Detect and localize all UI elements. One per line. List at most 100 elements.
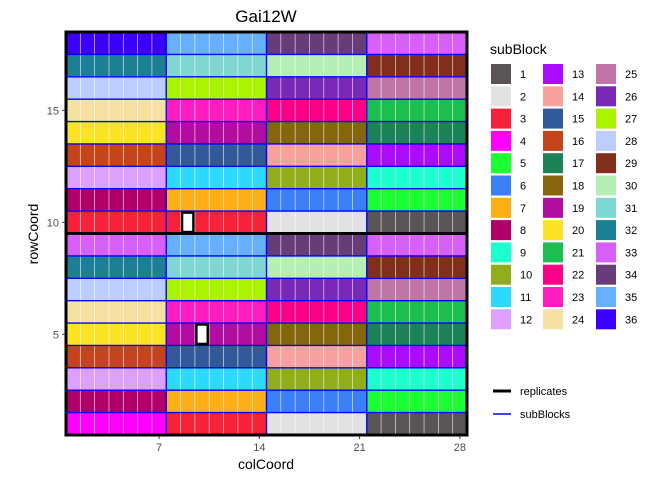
heatmap-block <box>166 32 267 55</box>
heatmap-block <box>266 278 367 301</box>
legend-swatch <box>543 108 563 129</box>
legend-title: subBlock <box>490 41 548 57</box>
legend-swatch <box>596 220 616 241</box>
legend-label: 26 <box>625 91 637 103</box>
legend-label: 5 <box>520 158 526 170</box>
legend-label: 10 <box>520 270 532 282</box>
legend-swatch <box>491 64 511 84</box>
legend-label: 8 <box>520 225 526 237</box>
heatmap-block <box>66 76 167 100</box>
legend-swatch <box>596 130 616 151</box>
y-tick-label: 10 <box>47 217 59 229</box>
heatmap-block <box>66 278 167 301</box>
legend-label: 36 <box>625 314 637 326</box>
heatmap-block <box>66 255 167 279</box>
heatmap-block <box>266 323 367 346</box>
legend-label: 22 <box>572 270 584 282</box>
legend-swatch <box>491 287 511 307</box>
heatmap-block <box>366 412 467 435</box>
legend-label: 17 <box>572 158 584 170</box>
legend-swatch <box>491 197 511 218</box>
y-axis-title: rowCoord <box>25 204 41 265</box>
legend-swatch <box>491 86 511 107</box>
heatmap-block <box>266 54 367 77</box>
legend-label: 19 <box>572 203 584 215</box>
heatmap-block <box>366 166 467 189</box>
legend-label: 34 <box>625 270 637 282</box>
x-tick-label: 14 <box>253 442 265 454</box>
legend-swatch <box>596 242 616 263</box>
heatmap-block <box>366 233 467 256</box>
x-axis-title: colCoord <box>238 456 294 472</box>
legend-label: 24 <box>572 314 584 326</box>
legend-swatch <box>543 287 563 307</box>
heatmap-block <box>166 300 267 324</box>
heatmap-block <box>166 412 267 435</box>
heatmap-block <box>366 345 467 368</box>
legend-swatch <box>543 153 563 174</box>
legend-label: 4 <box>520 136 526 148</box>
heatmap-block <box>166 121 267 144</box>
heatmap-block <box>366 76 467 100</box>
legend-label: 12 <box>520 314 532 326</box>
legend-label: 23 <box>572 292 584 304</box>
legend-label: 27 <box>625 114 637 126</box>
heatmap-block <box>166 390 267 413</box>
heatmap-block <box>266 166 367 189</box>
heatmap-block <box>66 143 167 167</box>
legend-swatch <box>596 309 616 330</box>
legend-swatch <box>491 175 511 196</box>
legend-label: 25 <box>625 69 637 81</box>
heatmap-block <box>166 367 267 391</box>
highlighted-cell <box>180 211 195 234</box>
legend-label: 29 <box>625 158 637 170</box>
heatmap-block <box>366 323 467 346</box>
replicate-frame <box>64 30 469 437</box>
heatmap-block <box>66 390 167 413</box>
legend-swatch <box>596 86 616 107</box>
x-tick-label: 28 <box>454 442 466 454</box>
legend-label: 7 <box>520 203 526 215</box>
legend-swatch <box>543 242 563 263</box>
legend-label: 18 <box>572 181 584 193</box>
heatmap-block <box>366 54 467 77</box>
legend-label: 6 <box>520 181 526 193</box>
x-axis: 7 14 21 28 <box>156 436 466 454</box>
heatmap-block <box>166 278 267 301</box>
heatmap-block <box>266 367 367 391</box>
legend-swatch <box>543 220 563 241</box>
heatmap-block <box>66 99 167 122</box>
replicate-lines <box>64 30 469 437</box>
heatmap-block <box>366 188 467 212</box>
heatmap-block <box>266 188 367 212</box>
legend-label: 33 <box>625 247 637 259</box>
legend-label: 21 <box>572 247 584 259</box>
heatmap-block <box>166 233 267 256</box>
legend-swatch <box>596 153 616 174</box>
legend-label: 1 <box>520 69 526 81</box>
heatmap-block <box>66 121 167 144</box>
legend-label: 20 <box>572 225 584 237</box>
highlighted-cell <box>195 323 209 346</box>
heatmap-block <box>66 54 167 77</box>
legend-swatch <box>491 130 511 151</box>
legend-label: 11 <box>520 292 531 304</box>
legend-label: 13 <box>572 69 584 81</box>
legend-line-label: replicates <box>520 386 568 398</box>
y-tick-label: 5 <box>53 329 59 341</box>
y-axis: 5 10 15 <box>47 105 65 341</box>
heatmap-block <box>266 143 367 167</box>
legend-label: 3 <box>520 114 526 126</box>
heatmap-block <box>66 166 167 189</box>
heatmap-block <box>266 255 367 279</box>
legend: 1234567891011121314151617181920212223242… <box>491 64 637 421</box>
heatmap-block <box>166 143 267 167</box>
legend-swatch <box>491 309 511 330</box>
legend-swatch <box>543 264 563 285</box>
heatmap-block <box>66 188 167 212</box>
heatmap-block <box>266 99 367 122</box>
heatmap-block <box>366 367 467 391</box>
heatmap-block <box>266 300 367 324</box>
heatmap-block <box>166 323 267 346</box>
